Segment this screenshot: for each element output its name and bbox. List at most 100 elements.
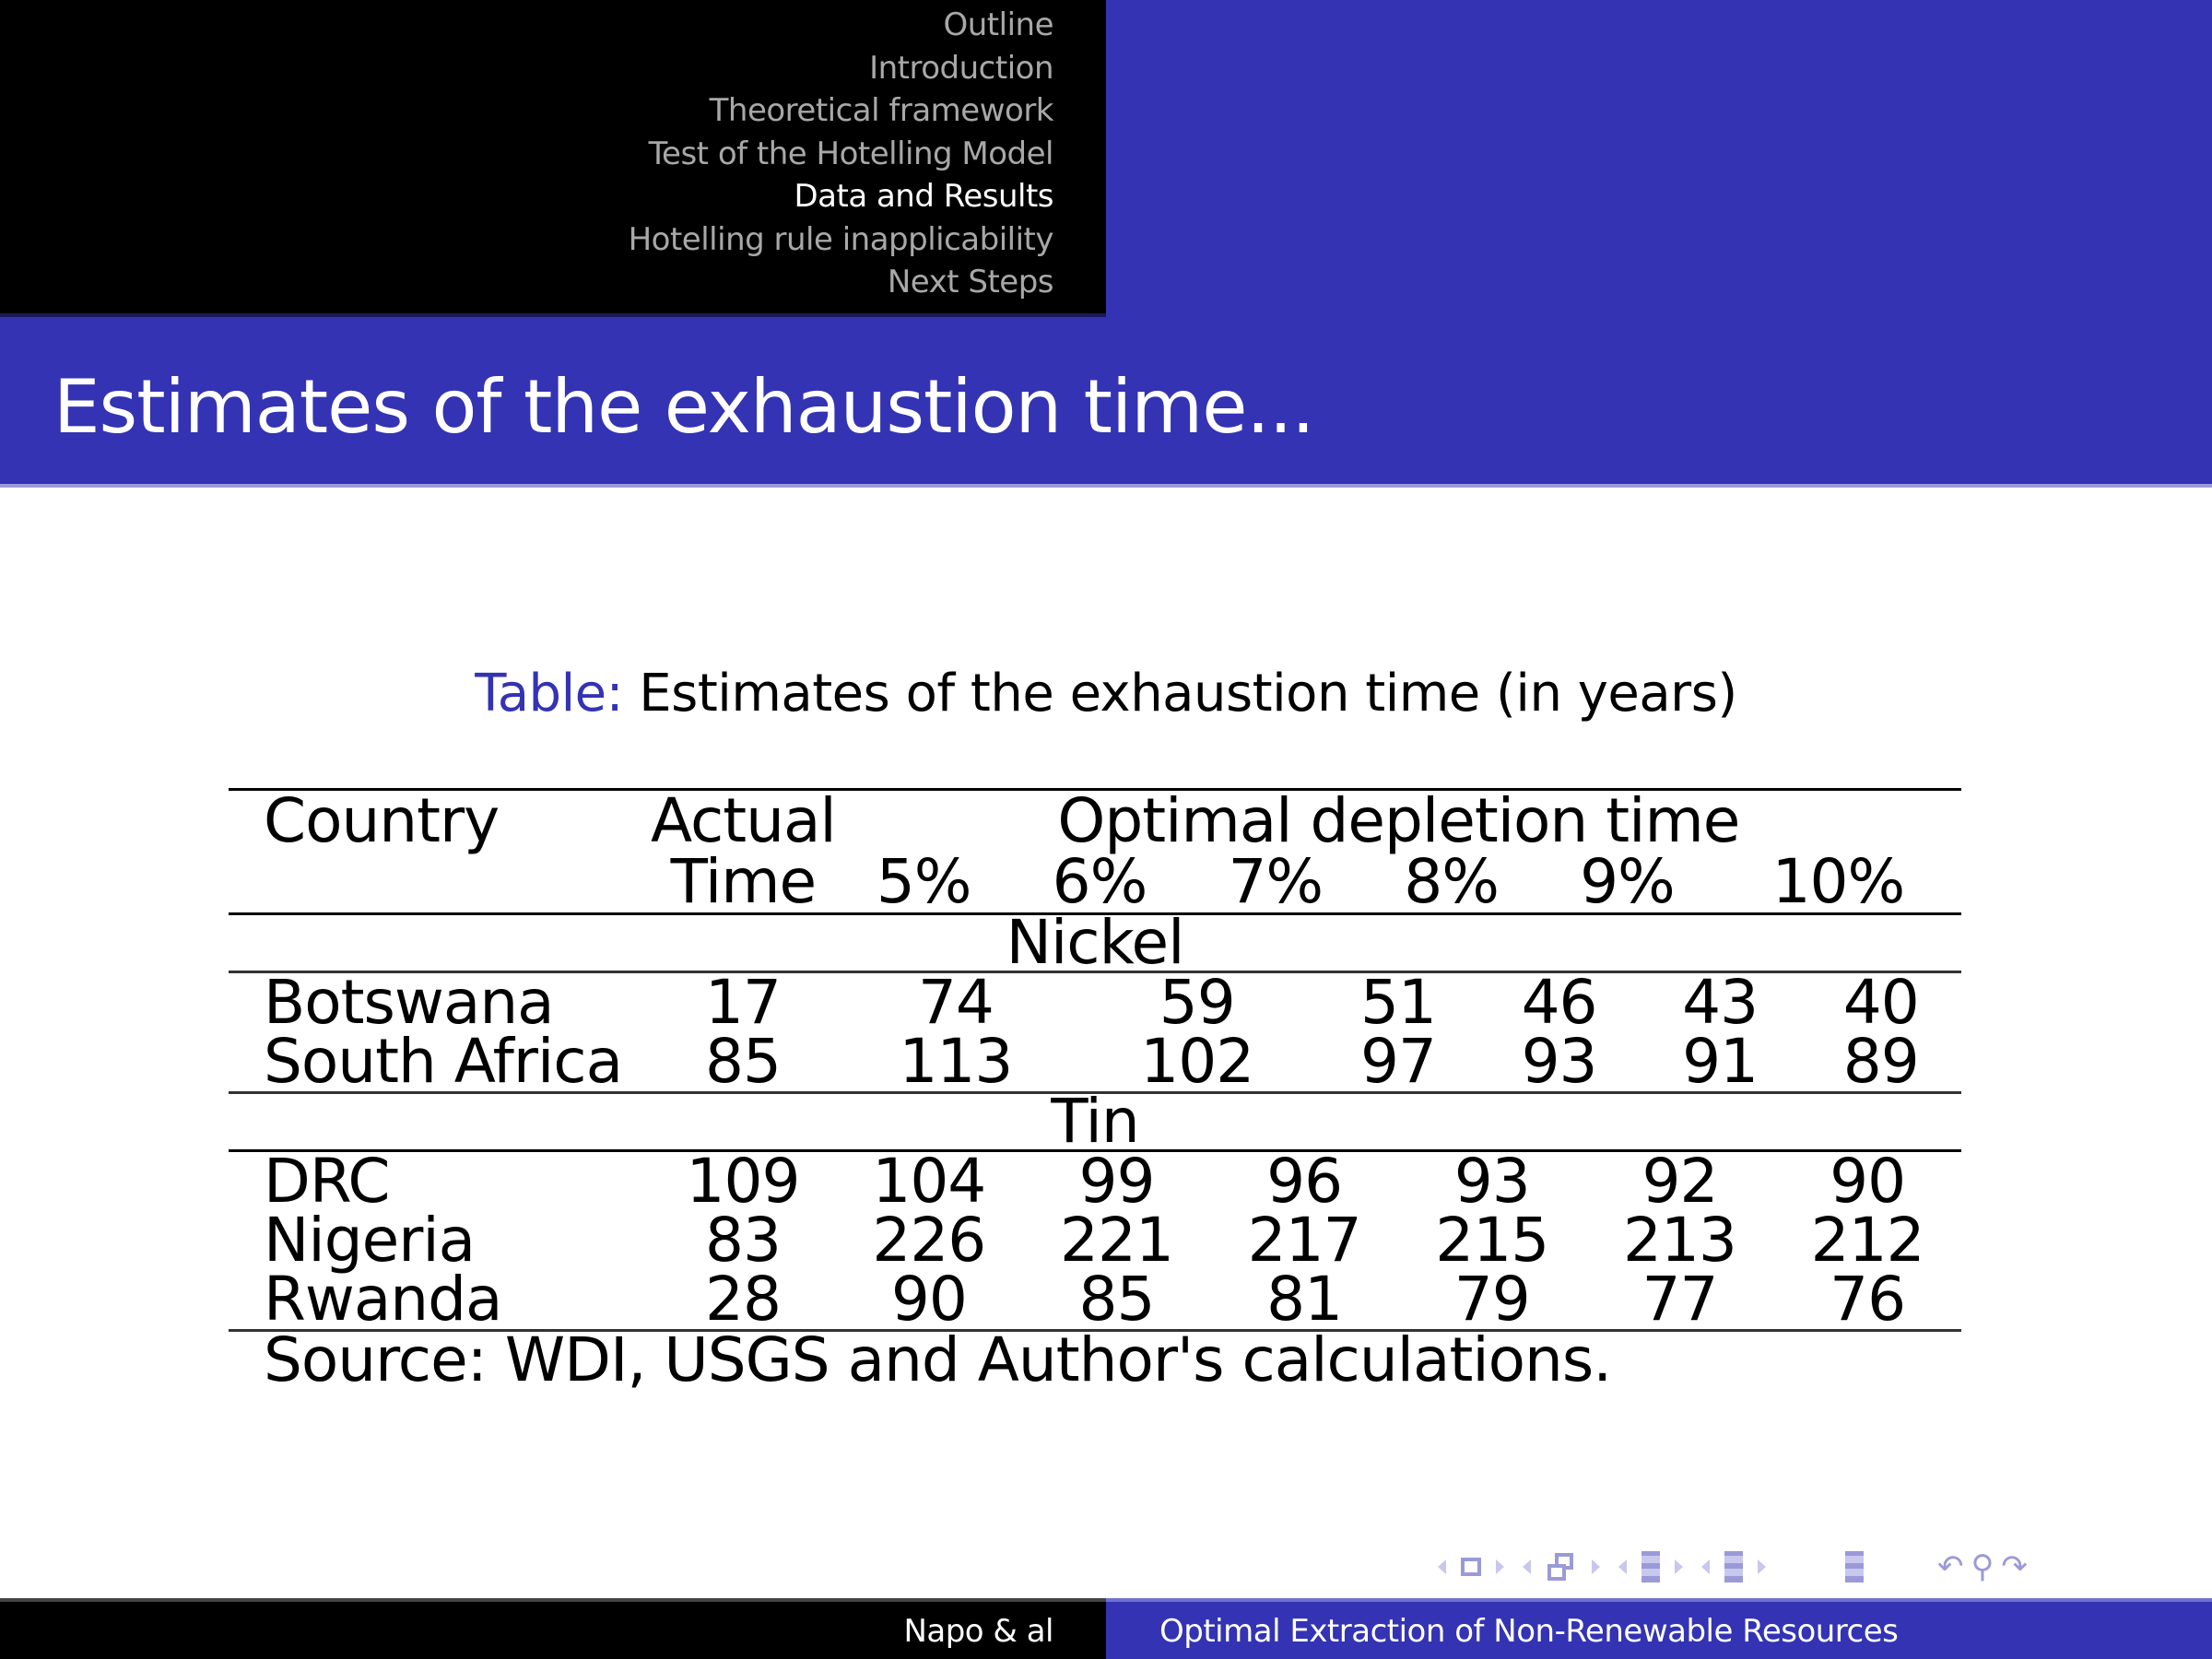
col-header-rate: 8% [1404, 846, 1500, 917]
actual-cell: 85 [705, 1026, 782, 1097]
group-label-nickel: Nickel [1006, 907, 1185, 978]
value-cell: 79 [1453, 1264, 1531, 1335]
group-label-tin: Tin [1051, 1086, 1139, 1157]
footer-author-panel: Napo & al [0, 1598, 1106, 1659]
table-caption: Table: Estimates of the exhaustion time … [0, 664, 2212, 724]
value-cell: 93 [1453, 1146, 1531, 1217]
country-cell: Botswana [264, 967, 555, 1038]
value-cell: 43 [1682, 967, 1759, 1038]
subsection-icon[interactable] [1546, 1551, 1577, 1583]
bottom-rule [229, 1329, 1961, 1332]
search-icon[interactable]: ⚲ [1971, 1548, 1994, 1585]
col-header-rate: 6% [1052, 846, 1148, 917]
nav-item-data-results[interactable]: Data and Results [794, 178, 1053, 215]
beamer-navigation-controls: ↶ ⚲ ↷ [1429, 1548, 2031, 1585]
actual-cell: 28 [705, 1264, 782, 1335]
section-icon[interactable] [1641, 1551, 1660, 1583]
country-cell: Rwanda [264, 1264, 502, 1335]
value-cell: 77 [1641, 1264, 1718, 1335]
section-prev-icon[interactable] [1618, 1559, 1627, 1574]
value-cell: 51 [1360, 967, 1437, 1038]
presentation-next-icon[interactable] [1758, 1559, 1766, 1574]
section-next-icon[interactable] [1675, 1559, 1683, 1574]
country-cell: South Africa [264, 1026, 623, 1097]
back-icon[interactable]: ↶ [1937, 1548, 1964, 1585]
nav-item-theoretical-framework[interactable]: Theoretical framework [709, 92, 1054, 129]
table-row: South Africa 85 113 102 97 93 91 89 [229, 1026, 1961, 1097]
value-cell: 217 [1247, 1205, 1362, 1276]
frame-title: Estimates of the exhaustion time... [53, 364, 1315, 450]
value-cell: 96 [1266, 1146, 1343, 1217]
col-header-rate: 10% [1771, 846, 1906, 917]
exhaustion-table: Country Actual Optimal depletion time Ti… [229, 788, 1961, 1395]
frame-prev-icon[interactable] [1438, 1559, 1446, 1574]
value-cell: 46 [1521, 967, 1598, 1038]
value-cell: 226 [872, 1205, 986, 1276]
value-cell: 104 [872, 1146, 986, 1217]
group-rule [229, 971, 1961, 973]
col-header-rate: 5% [876, 846, 972, 917]
header-row: Time 5% 6% 7% 8% 9% 10% [229, 852, 1961, 912]
table-row: Rwanda 28 90 85 81 79 77 76 [229, 1264, 1961, 1335]
group-rule [229, 1149, 1961, 1152]
section-list: Outline Introduction Theoretical framewo… [628, 4, 1054, 304]
value-cell: 91 [1682, 1026, 1759, 1097]
value-cell: 221 [1059, 1205, 1174, 1276]
caption-label: Table: [475, 664, 623, 724]
value-cell: 102 [1140, 1026, 1254, 1097]
table-row: DRC 109 104 99 96 93 92 90 [229, 1146, 1961, 1217]
top-rule [229, 788, 1961, 791]
nav-item-test-hotelling[interactable]: Test of the Hotelling Model [648, 135, 1054, 172]
col-header-actual: Actual [651, 785, 837, 856]
value-cell: 89 [1842, 1026, 1920, 1097]
value-cell: 99 [1078, 1146, 1155, 1217]
value-cell: 93 [1521, 1026, 1598, 1097]
forward-icon[interactable]: ↷ [2001, 1548, 2028, 1585]
presentation-icon[interactable] [1724, 1551, 1743, 1583]
footer: Napo & al Optimal Extraction of Non-Rene… [0, 1598, 2212, 1659]
value-cell: 92 [1641, 1146, 1718, 1217]
actual-cell: 109 [686, 1146, 801, 1217]
value-cell: 215 [1435, 1205, 1549, 1276]
col-header-optimal: Optimal depletion time [1057, 785, 1740, 856]
nav-item-next-steps[interactable]: Next Steps [887, 264, 1054, 300]
value-cell: 40 [1842, 967, 1920, 1038]
value-cell: 90 [1830, 1146, 1906, 1217]
col-header-rate: 9% [1580, 846, 1676, 917]
table-row: Nigeria 83 226 221 217 215 213 212 [229, 1205, 1961, 1276]
value-cell: 81 [1266, 1264, 1343, 1335]
nav-item-outline[interactable]: Outline [943, 6, 1053, 43]
header-row: Country Actual Optimal depletion time [229, 791, 1961, 852]
actual-cell: 17 [705, 967, 782, 1038]
col-header-country: Country [264, 785, 500, 856]
frame-next-icon[interactable] [1496, 1559, 1504, 1574]
value-cell: 97 [1360, 1026, 1437, 1097]
title-divider [0, 484, 2212, 488]
value-cell: 85 [1078, 1264, 1155, 1335]
country-cell: DRC [264, 1146, 390, 1217]
header-rule [229, 912, 1961, 915]
value-cell: 90 [890, 1264, 968, 1335]
group-rule [229, 1091, 1961, 1094]
frame-icon[interactable] [1461, 1558, 1481, 1576]
subsection-prev-icon[interactable] [1523, 1559, 1531, 1574]
nav-item-introduction[interactable]: Introduction [869, 49, 1053, 87]
col-header-time: Time [670, 846, 818, 917]
country-cell: Nigeria [264, 1205, 476, 1276]
footer-author: Napo & al [903, 1613, 1053, 1650]
footer-title: Optimal Extraction of Non-Renewable Reso… [1159, 1613, 1899, 1650]
nav-item-hotelling-inapplicability[interactable]: Hotelling rule inapplicability [628, 220, 1054, 258]
value-cell: 59 [1159, 967, 1236, 1038]
table-source-note: Source: WDI, USGS and Author's calculati… [264, 1324, 1612, 1395]
value-cell: 213 [1622, 1205, 1737, 1276]
presentation-prev-icon[interactable] [1701, 1559, 1710, 1574]
footer-title-panel: Optimal Extraction of Non-Renewable Reso… [1106, 1598, 2212, 1659]
document-icon[interactable] [1845, 1551, 1864, 1583]
subsection-next-icon[interactable] [1592, 1559, 1600, 1574]
value-cell: 113 [899, 1026, 1013, 1097]
value-cell: 76 [1830, 1264, 1906, 1335]
caption-text: Estimates of the exhaustion time (in yea… [622, 664, 1737, 724]
col-header-rate: 7% [1228, 846, 1324, 917]
table-row: Botswana 17 74 59 51 46 43 40 [229, 967, 1961, 1038]
actual-cell: 83 [705, 1205, 782, 1276]
